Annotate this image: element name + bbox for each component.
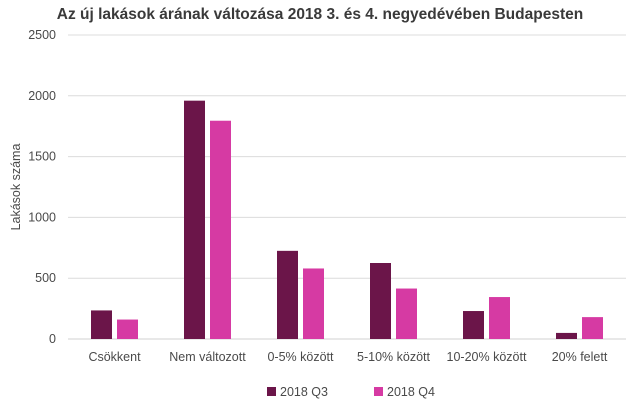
y-tick-label: 1500 xyxy=(28,150,56,164)
legend-swatch xyxy=(374,387,383,396)
y-tick-label: 2000 xyxy=(28,89,56,103)
bar-2018-q4 xyxy=(210,120,231,339)
y-tick-label: 1000 xyxy=(28,210,56,224)
x-category-label: 0-5% között xyxy=(267,350,334,364)
x-category-label: Nem változott xyxy=(169,350,246,364)
bar-2018-q4 xyxy=(117,319,138,339)
bar-2018-q3 xyxy=(277,250,298,339)
bars xyxy=(91,100,603,339)
legend-swatch xyxy=(267,387,276,396)
x-category-label: 20% felett xyxy=(552,350,608,364)
bar-2018-q4 xyxy=(303,268,324,339)
x-category-label: 10-20% között xyxy=(447,350,527,364)
bar-2018-q4 xyxy=(489,297,510,339)
chart-title: Az új lakások árának változása 2018 3. é… xyxy=(56,6,584,23)
y-axis-ticks: 0 500 1000 1500 2000 2500 xyxy=(28,28,56,346)
category-labels: Csökkent Nem változott 0-5% között 5-10% kö… xyxy=(88,350,607,364)
bar-2018-q3 xyxy=(370,263,391,339)
x-category-label: 5-10% között xyxy=(357,350,430,364)
bar-2018-q4 xyxy=(396,288,417,339)
x-category-label: Csökkent xyxy=(88,350,141,364)
y-tick-label: 2500 xyxy=(28,28,56,42)
bar-2018-q3 xyxy=(91,310,112,339)
bar-2018-q3 xyxy=(184,100,205,339)
gridlines xyxy=(68,34,626,340)
y-axis-title: Lakások száma xyxy=(9,144,23,231)
y-tick-label: 0 xyxy=(49,332,56,346)
legend-label: 2018 Q3 xyxy=(280,385,328,399)
y-tick-label: 500 xyxy=(35,271,56,285)
legend-label: 2018 Q4 xyxy=(387,385,435,399)
legend: 2018 Q3 2018 Q4 xyxy=(267,385,435,399)
bar-2018-q3 xyxy=(556,332,577,339)
bar-2018-q3 xyxy=(463,311,484,339)
bar-2018-q4 xyxy=(582,317,603,339)
